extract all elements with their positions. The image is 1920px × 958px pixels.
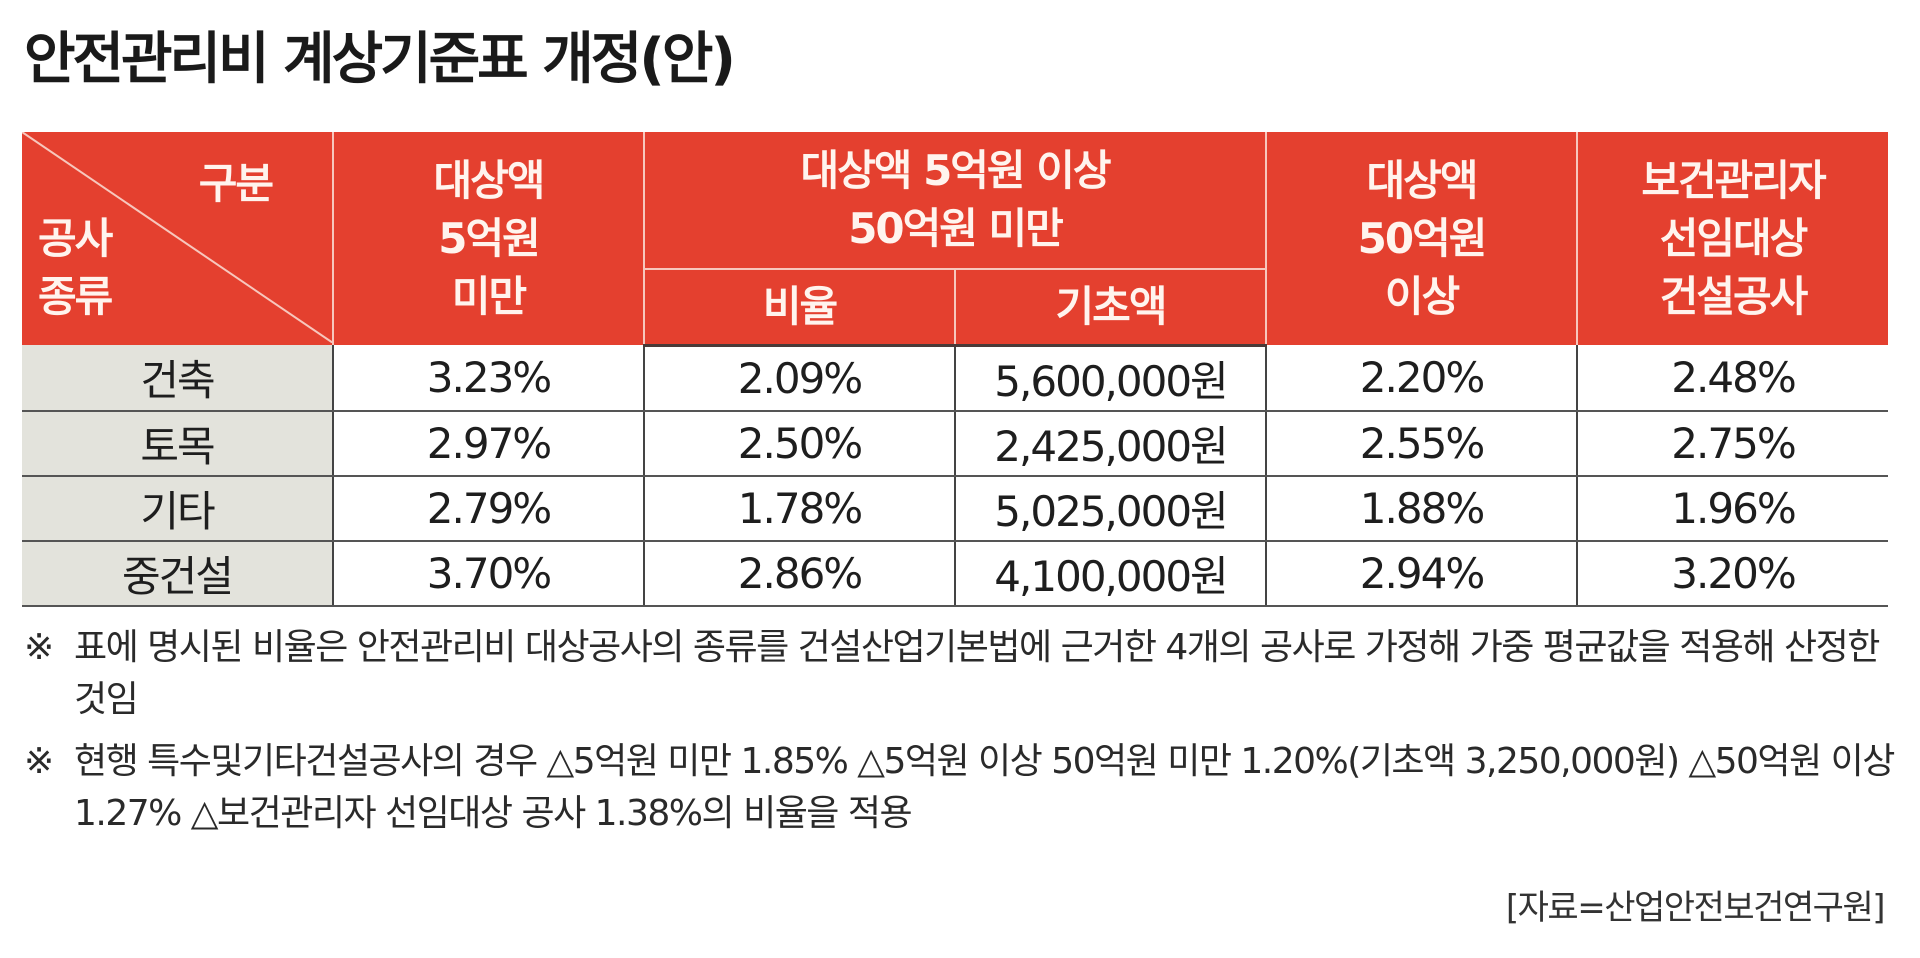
header-over-50b: 대상액 50억원 이상	[1265, 132, 1579, 345]
footnote-text: 현행 특수및기타건설공사의 경우 △5억원 미만 1.85% △5억원 이상 5…	[74, 741, 1895, 834]
header-base-amount: 기초액	[953, 268, 1268, 347]
table-row: 건축 3.23% 2.09% 5,600,000원 2.20% 2.48%	[22, 345, 1889, 412]
safety-cost-table: 구분 공사 종류 대상액 5억원 미만 대상액 5억원 이상 50억원 미만 대…	[22, 132, 1889, 607]
header-ratio: 비율	[643, 268, 956, 347]
cell-over-50b: 2.94%	[1265, 540, 1579, 607]
footnote-text: 표에 명시된 비율은 안전관리비 대상공사의 종류를 건설산업기본법에 근거한 …	[74, 627, 1880, 720]
table-row: 토목 2.97% 2.50% 2,425,000원 2.55% 2.75%	[22, 410, 1889, 477]
footnotes: ※ 표에 명시된 비율은 안전관리비 대상공사의 종류를 건설산업기본법에 근거…	[24, 622, 1904, 850]
header-health-manager: 보건관리자 선임대상 건설공사	[1576, 132, 1889, 345]
row-label: 기타	[22, 475, 334, 542]
table-row: 중건설 3.70% 2.86% 4,100,000원 2.94% 3.20%	[22, 540, 1889, 607]
cell-base-amount: 2,425,000원	[953, 410, 1268, 477]
cell-ratio: 2.86%	[643, 540, 956, 607]
cell-under-5b: 3.23%	[332, 345, 645, 412]
cell-ratio: 2.09%	[643, 345, 956, 412]
corner-type-label: 공사 종류	[38, 214, 113, 321]
cell-over-50b: 2.20%	[1265, 345, 1579, 412]
row-label: 중건설	[22, 540, 334, 607]
cell-under-5b: 2.97%	[332, 410, 645, 477]
cell-health-manager: 2.48%	[1576, 345, 1889, 412]
source-credit: [자료=산업안전보건연구원]	[1505, 888, 1886, 928]
cell-base-amount: 5,025,000원	[953, 475, 1268, 542]
cell-base-amount: 4,100,000원	[953, 540, 1268, 607]
cell-health-manager: 3.20%	[1576, 540, 1889, 607]
reference-mark-icon: ※	[24, 741, 54, 782]
footnote: ※ 현행 특수및기타건설공사의 경우 △5억원 미만 1.85% △5억원 이상…	[24, 736, 1904, 840]
row-label: 건축	[22, 345, 334, 412]
cell-health-manager: 1.96%	[1576, 475, 1889, 542]
diagonal-divider	[22, 132, 333, 343]
header-5b-to-50b: 대상액 5억원 이상 50억원 미만	[642, 132, 1268, 270]
corner-header: 구분 공사 종류	[22, 132, 334, 345]
cell-over-50b: 2.55%	[1265, 410, 1579, 477]
page-title: 안전관리비 계상기준표 개정(안)	[24, 27, 736, 92]
cell-ratio: 2.50%	[643, 410, 956, 477]
row-label: 토목	[22, 410, 334, 477]
footnote: ※ 표에 명시된 비율은 안전관리비 대상공사의 종류를 건설산업기본법에 근거…	[24, 622, 1904, 726]
table-row: 기타 2.79% 1.78% 5,025,000원 1.88% 1.96%	[22, 475, 1889, 542]
cell-ratio: 1.78%	[643, 475, 956, 542]
header-under-5b: 대상액 5억원 미만	[332, 132, 645, 345]
cell-under-5b: 3.70%	[332, 540, 645, 607]
cell-under-5b: 2.79%	[332, 475, 645, 542]
cell-health-manager: 2.75%	[1576, 410, 1889, 477]
cell-base-amount: 5,600,000원	[953, 345, 1268, 412]
reference-mark-icon: ※	[24, 627, 54, 668]
corner-category-label: 구분	[198, 159, 274, 208]
cell-over-50b: 1.88%	[1265, 475, 1579, 542]
